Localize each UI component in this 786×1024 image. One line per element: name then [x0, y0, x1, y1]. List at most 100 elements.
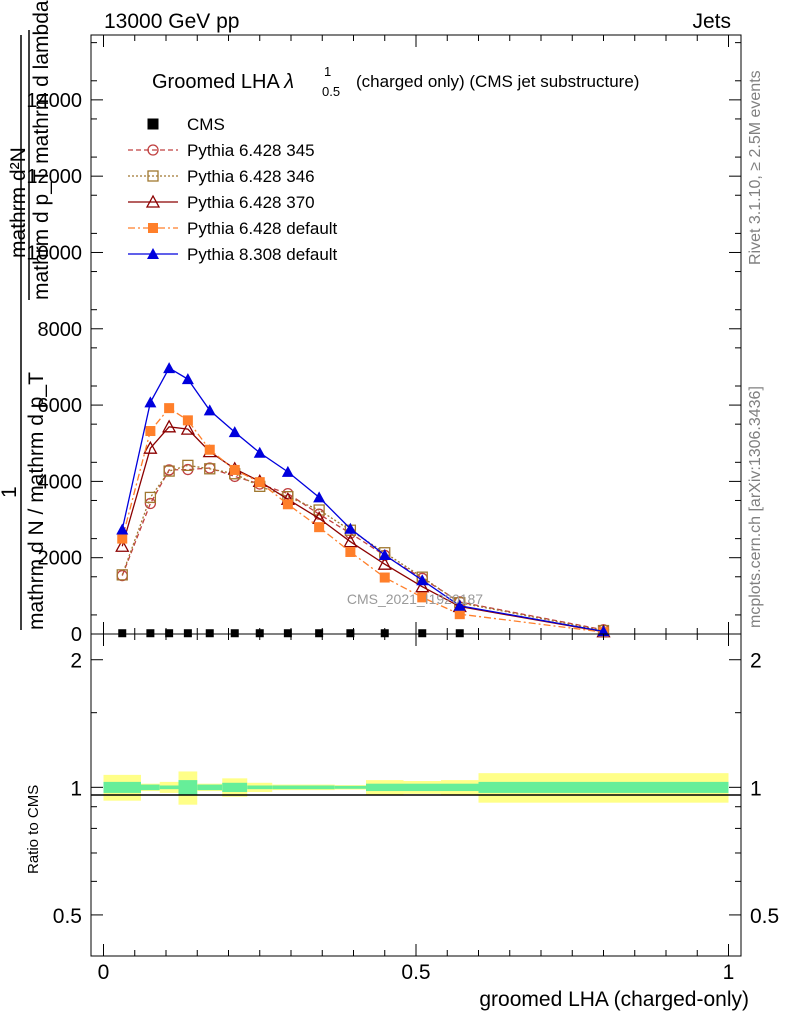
legend-item: Pythia 8.308 default: [128, 245, 338, 264]
data-point: [380, 629, 389, 638]
ylabel-numerator: mathrm d²N: [7, 147, 30, 258]
ratio-ytick-label-right: 0.5: [750, 905, 779, 928]
data-point: [453, 599, 466, 611]
ratio-band-inner: [403, 783, 441, 792]
data-point: [313, 491, 326, 503]
header-energy-label: 13000 GeV pp: [104, 10, 239, 33]
data-point: [146, 629, 155, 638]
legend-label: CMS: [187, 115, 225, 134]
data-point: [282, 499, 293, 510]
series-pythia-6-428-345: [116, 462, 610, 636]
ratio-plot: 0.5 0.5 1 1 2 2 0 0.5 1 Ratio to CMS groomed LHA…: [25, 633, 779, 1011]
ylabel-fraction: mathrm d N / mathrm d p_T: [25, 372, 48, 630]
ratio-band-inner: [303, 785, 335, 790]
data-point: [313, 504, 325, 516]
ratio-band-inner: [441, 783, 479, 792]
series-pythia-8-308-default: [116, 362, 610, 637]
main-ytick-label: 8000: [38, 319, 83, 341]
main-ytick-label: 14000: [26, 90, 82, 112]
data-point: [182, 415, 193, 426]
ratio-xtick-label: 0.5: [401, 961, 430, 984]
legend-item: Pythia 6.428 345: [128, 141, 315, 160]
data-point: [379, 572, 390, 583]
main-axis-ticks: 0 2000 4000 6000 8000 10000 12000 14000: [26, 35, 741, 646]
data-point: [345, 546, 356, 557]
ratio-band-inner: [197, 784, 223, 791]
data-point: [229, 464, 240, 475]
title-suffix: (charged only) (CMS jet substructure): [356, 72, 639, 91]
ratio-band-inner: [478, 781, 729, 793]
main-ytick-label: 0: [71, 624, 82, 646]
data-point: [378, 549, 391, 561]
title-lambda: λ: [283, 71, 294, 93]
data-point: [145, 426, 156, 437]
data-point: [283, 629, 292, 638]
data-point: [205, 629, 214, 638]
data-point: [144, 396, 157, 408]
data-point: [115, 538, 130, 552]
series-line: [121, 464, 604, 632]
data-point: [118, 629, 127, 638]
data-point: [162, 419, 177, 433]
legend-label: Pythia 6.428 default: [187, 219, 338, 238]
ratio-ytick-label-right: 1: [750, 777, 762, 800]
data-point: [143, 440, 158, 454]
ratio-band-inner: [222, 782, 248, 792]
data-point: [417, 592, 428, 603]
series-line: [121, 407, 604, 633]
main-ytick-label: 2000: [38, 548, 83, 570]
data-point: [204, 444, 215, 455]
main-series-layer: [115, 362, 611, 638]
series-cms: [118, 629, 608, 638]
data-point: [165, 629, 174, 638]
data-point: [117, 533, 128, 544]
data-point: [116, 523, 129, 535]
data-point: [314, 522, 325, 533]
ratio-xtick-label: 0: [98, 961, 110, 984]
legend-label: Pythia 6.428 345: [187, 141, 315, 160]
watermark: CMS_2021_I1920187: [347, 591, 483, 607]
ratio-xlabel: groomed LHA (charged-only): [479, 988, 749, 1011]
data-point: [163, 465, 175, 477]
ratio-band-inner: [141, 784, 160, 791]
main-ylabel: mathrm d²N mathrm d p_T mathrm d lambda …: [0, 0, 53, 630]
data-point: [254, 477, 265, 488]
ratio-ytick-label: 2: [70, 650, 82, 673]
ratio-axis-ticks: 0.5 0.5 1 1 2 2 0 0.5 1: [53, 634, 779, 984]
ratio-band-inner: [178, 780, 198, 795]
data-point: [415, 579, 430, 593]
main-ytick-label: 10000: [26, 242, 82, 264]
ratio-ytick-label-right: 2: [750, 650, 762, 673]
ratio-xtick-label: 1: [723, 961, 735, 984]
ylabel-one: 1: [0, 486, 21, 498]
data-point: [230, 629, 239, 638]
main-ytick-label: 12000: [26, 166, 82, 188]
data-point: [181, 373, 194, 385]
legend-marker: [147, 170, 159, 182]
title-superscript: 1: [324, 64, 331, 79]
legend-label: Pythia 6.428 346: [187, 167, 315, 186]
data-point: [183, 629, 192, 638]
legend-item: Pythia 6.428 370: [128, 193, 315, 212]
legend-marker: [147, 118, 159, 130]
data-point: [418, 629, 427, 638]
legend: CMS Pythia 6.428 345 Pythia 6.428 346 Pythi…: [128, 115, 338, 264]
data-point: [454, 609, 465, 620]
legend-item: Pythia 6.428 default: [128, 219, 338, 238]
ratio-band-inner: [247, 785, 273, 790]
ratio-band-inner: [366, 783, 404, 792]
data-point: [416, 574, 429, 586]
ratio-ytick-label: 0.5: [53, 905, 82, 928]
data-point: [281, 465, 294, 477]
data-point: [144, 491, 157, 504]
data-point: [164, 403, 175, 414]
data-point: [180, 421, 195, 435]
data-point: [255, 629, 264, 638]
legend-label: Pythia 6.428 370: [187, 193, 315, 212]
ratio-band-inner: [159, 785, 179, 790]
main-plot-title: Groomed LHA λ: [152, 71, 294, 93]
title-subscript: 0.5: [322, 84, 340, 99]
data-point: [315, 629, 324, 638]
data-point: [344, 522, 357, 534]
